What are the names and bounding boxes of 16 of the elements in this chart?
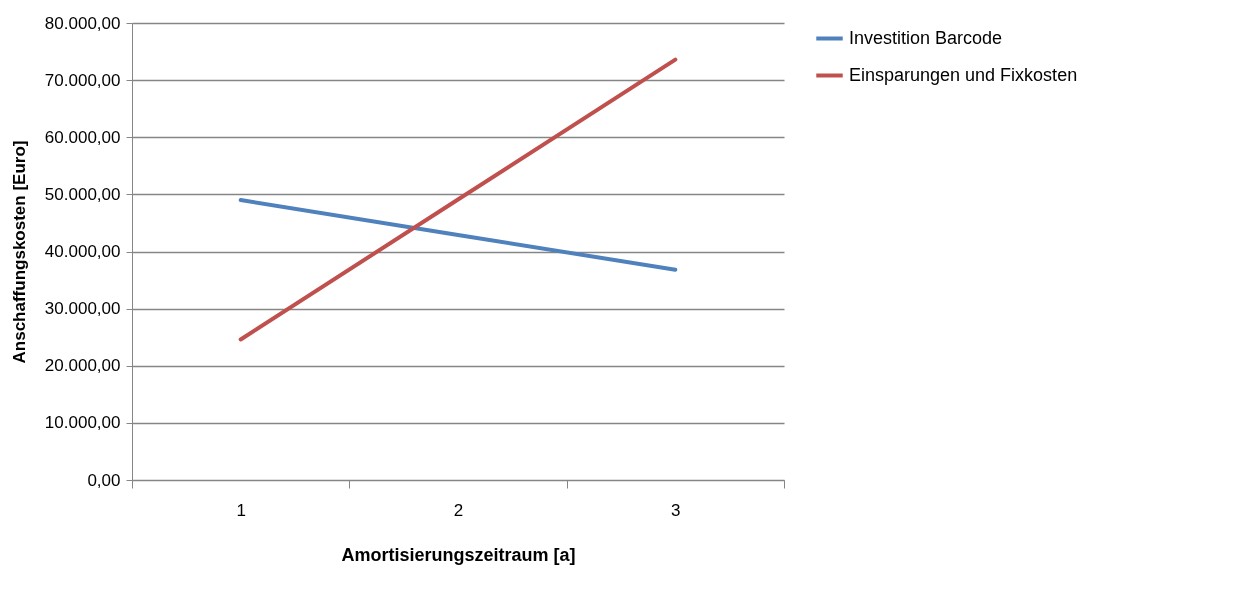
x-tick-label: 3 [671, 500, 681, 520]
y-tick-label: 40.000,00 [44, 242, 121, 261]
y-tick-label: 30.000,00 [44, 299, 121, 319]
y-axis-title: Anschaffungskosten [Euro] [9, 140, 29, 364]
y-tick-label: 0,00 [87, 470, 121, 490]
y-tick-label: 10.000,00 [44, 413, 121, 433]
y-tick-label: 80.000,00 [44, 13, 121, 33]
legend-label: Investition Barcode [849, 27, 1003, 48]
y-tick-label: 60.000,00 [44, 127, 121, 147]
x-tick-label: 2 [453, 500, 464, 520]
y-tick-label: 70.000,00 [44, 70, 121, 90]
y-tick-label: 50.000,00 [44, 184, 121, 204]
y-tick-label: 20.000,00 [44, 356, 121, 376]
x-tick-label: 1 [236, 500, 246, 520]
x-axis-title: Amortisierungszeitraum [a] [341, 544, 576, 565]
legend-label: Einsparungen und Fixkosten [849, 64, 1078, 85]
